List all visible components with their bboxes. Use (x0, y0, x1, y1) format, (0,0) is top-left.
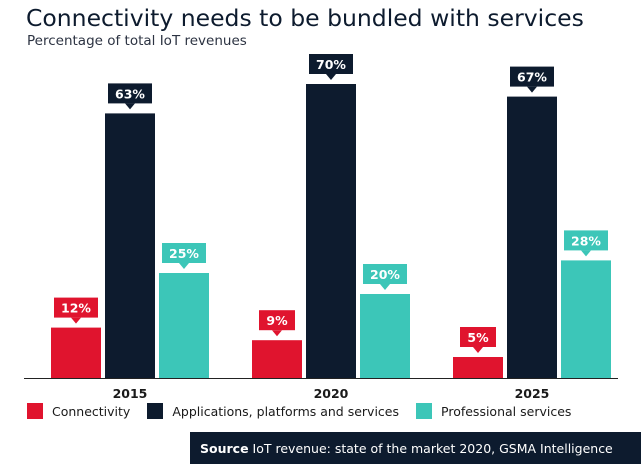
bar-professional-2025 (561, 260, 611, 378)
legend-label-connectivity: Connectivity (52, 403, 131, 419)
data-label-pointer-connectivity-2025 (473, 347, 483, 353)
data-label-applications-2015: 63% (115, 86, 145, 101)
bar-connectivity-2015 (51, 327, 101, 378)
data-label-professional-2025: 28% (571, 233, 601, 248)
bar-connectivity-2020 (252, 340, 302, 378)
data-label-box-professional-2025 (564, 230, 608, 251)
data-label-applications-2025: 67% (517, 70, 547, 85)
legend-item-professional: Professional services (416, 403, 571, 419)
legend-swatch-professional (416, 403, 433, 419)
data-label-box-professional-2020 (363, 264, 407, 284)
bar-professional-2015 (159, 273, 209, 378)
data-label-pointer-applications-2025 (527, 86, 537, 93)
legend-label-professional: Professional services (441, 403, 572, 419)
data-label-box-connectivity-2020 (259, 310, 295, 331)
x-tick-label-2020: 2020 (314, 386, 349, 400)
bar-applications-2015 (105, 113, 155, 379)
source-text: IoT revenue: state of the market 2020, G… (252, 440, 613, 456)
data-label-professional-2015: 25% (169, 246, 199, 261)
data-label-pointer-professional-2015 (179, 263, 189, 269)
bar-connectivity-2025 (453, 357, 503, 378)
data-label-box-connectivity-2025 (460, 327, 496, 347)
data-label-box-applications-2015 (108, 83, 152, 104)
data-label-pointer-applications-2020 (326, 74, 336, 80)
data-label-box-applications-2020 (309, 54, 353, 74)
legend-item-applications: Applications, platforms and services (147, 403, 399, 419)
source-banner: Source IoT revenue: state of the market … (190, 432, 641, 464)
x-tick-label-2025: 2025 (515, 386, 550, 400)
data-label-pointer-connectivity-2020 (272, 330, 282, 337)
data-label-applications-2020: 70% (316, 57, 346, 72)
data-label-pointer-professional-2020 (380, 284, 390, 290)
bar-applications-2025 (507, 96, 557, 378)
bar-chart: 12% 63% 25% 2015 9% 70% 20% 2020 5% 67% 28% 2025 (24, 54, 618, 400)
chart-title: Connectivity needs to be bundled with se… (26, 4, 584, 32)
chart-subtitle: Percentage of total IoT revenues (27, 33, 247, 49)
source-label: Source (200, 440, 249, 456)
data-label-connectivity-2015: 12% (61, 301, 91, 316)
bar-applications-2020 (306, 84, 356, 378)
legend-item-connectivity: Connectivity (27, 403, 130, 419)
data-label-pointer-connectivity-2015 (71, 317, 81, 324)
legend-swatch-connectivity (27, 403, 43, 419)
data-label-box-connectivity-2015 (54, 297, 98, 318)
legend: Connectivity Applications, platforms and… (27, 402, 588, 420)
legend-swatch-applications (147, 403, 164, 419)
legend-label-applications: Applications, platforms and services (172, 403, 400, 419)
data-label-connectivity-2025: 5% (467, 330, 489, 345)
x-tick-label-2015: 2015 (113, 386, 148, 400)
data-label-pointer-professional-2025 (581, 250, 591, 257)
data-label-connectivity-2020: 9% (266, 313, 288, 328)
data-label-box-professional-2015 (162, 243, 206, 263)
data-label-pointer-applications-2015 (125, 103, 135, 110)
bar-professional-2020 (360, 294, 410, 378)
data-label-professional-2020: 20% (370, 267, 400, 282)
data-label-box-applications-2025 (510, 66, 554, 87)
